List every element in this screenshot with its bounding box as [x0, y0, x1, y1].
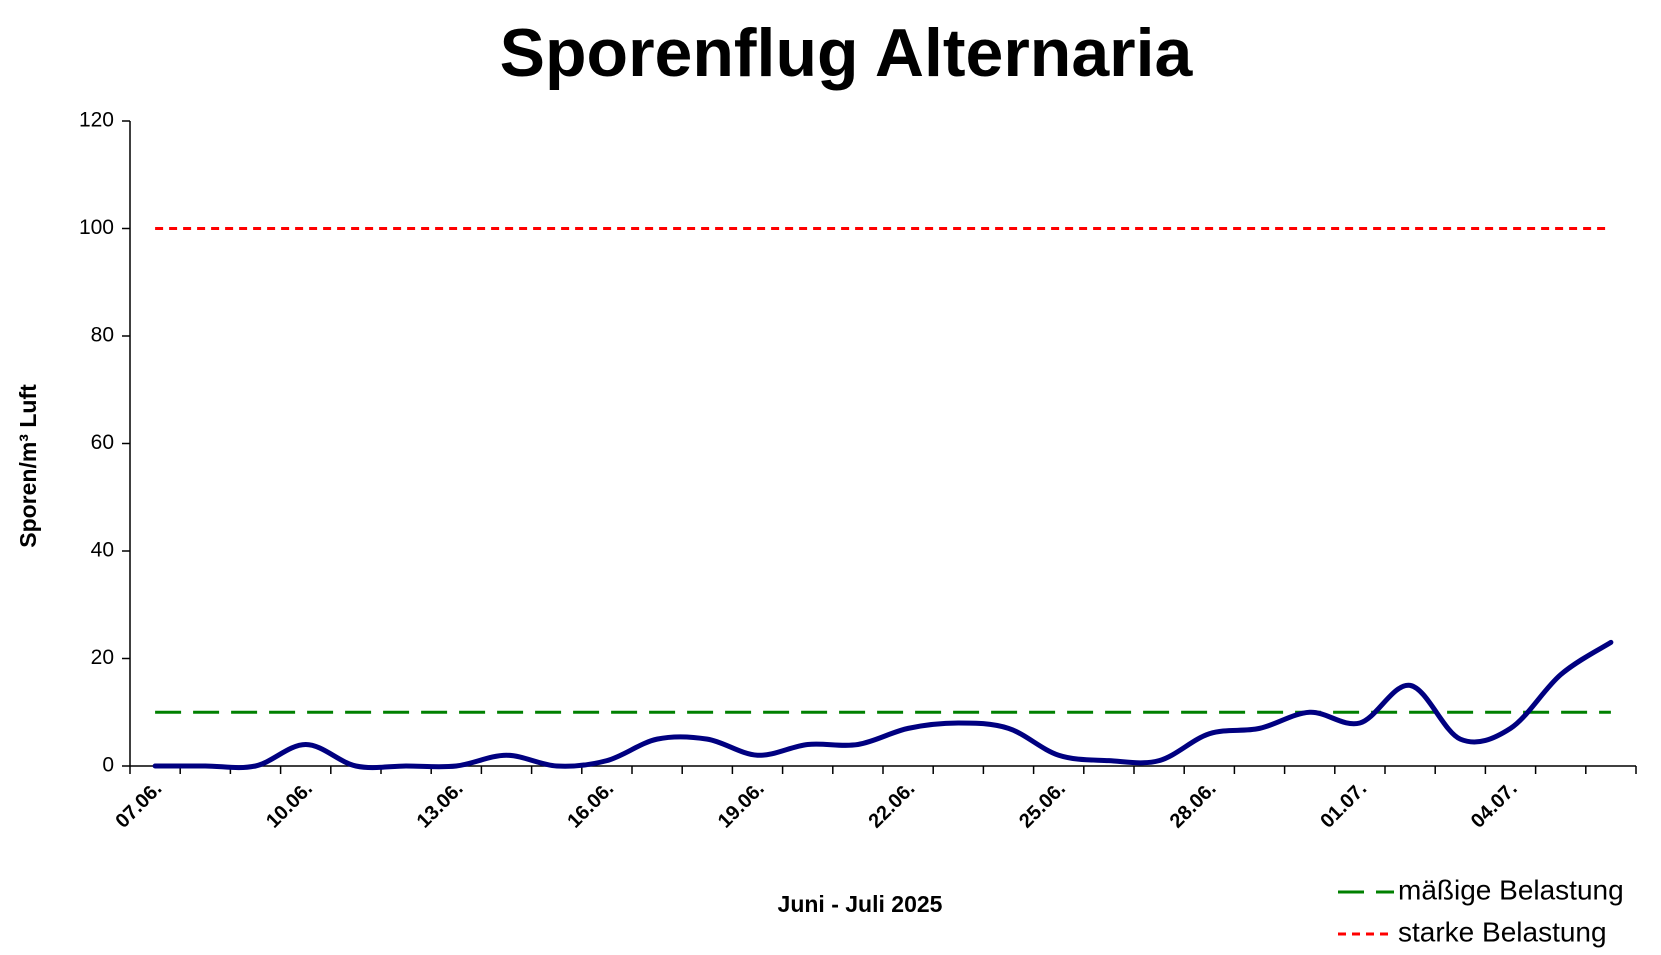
x-tick-label: 01.07.: [1316, 778, 1371, 833]
x-tick-label: 10.06.: [262, 778, 317, 833]
y-axis-title: Sporen/m³ Luft: [15, 384, 41, 548]
x-axis-title: Juni - Juli 2025: [778, 891, 943, 917]
x-tick-label: 16.06.: [563, 778, 618, 833]
x-tick-label: 19.06.: [714, 778, 769, 833]
x-tick-label: 28.06.: [1166, 778, 1221, 833]
y-tick-label: 20: [91, 646, 114, 669]
x-tick-label: 04.07.: [1467, 778, 1522, 833]
x-tick-label: 25.06.: [1015, 778, 1070, 833]
chart-title: Sporenflug Alternaria: [500, 15, 1194, 91]
y-tick-label: 120: [79, 109, 114, 132]
y-tick-label: 100: [79, 216, 114, 239]
x-tick-label: 13.06.: [413, 778, 468, 833]
y-tick-label: 40: [91, 539, 114, 562]
y-tick-label: 80: [91, 324, 114, 347]
legend-label: mäßige Belastung: [1398, 874, 1624, 905]
x-tick-label: 07.06.: [111, 778, 166, 833]
y-tick-label: 60: [91, 431, 114, 454]
data-line: [152, 639, 1614, 771]
legend-label: starke Belastung: [1398, 916, 1607, 947]
x-tick-label: 22.06.: [864, 778, 919, 833]
y-tick-label: 0: [102, 754, 114, 777]
